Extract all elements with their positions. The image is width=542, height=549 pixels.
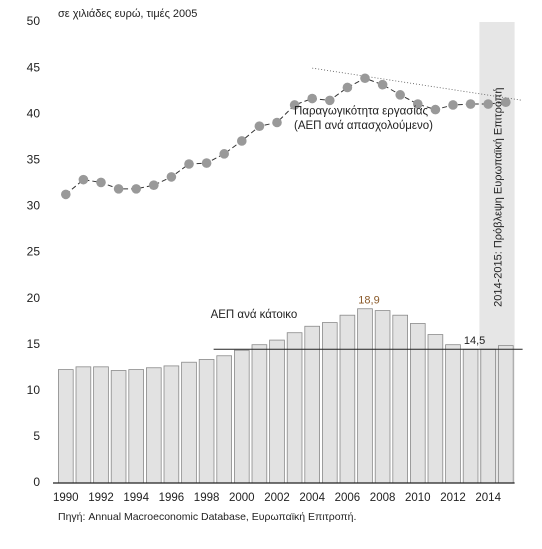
line-point bbox=[201, 158, 212, 168]
line-point bbox=[61, 189, 71, 200]
line-point bbox=[184, 159, 194, 169]
bar bbox=[374, 310, 391, 484]
line-point bbox=[166, 172, 177, 182]
bar bbox=[234, 349, 250, 484]
bar bbox=[427, 334, 444, 484]
bar bbox=[286, 332, 303, 484]
line-point bbox=[272, 117, 282, 128]
bar bbox=[357, 308, 373, 484]
bar bbox=[269, 339, 285, 484]
y-tick-label: 45 bbox=[27, 60, 41, 74]
line-point bbox=[219, 149, 229, 159]
line-point bbox=[395, 90, 406, 100]
forecast-label: 2014-2015: Πρόβλεψη Ευρωπαϊκή Επιτροπή bbox=[493, 87, 505, 306]
line-point bbox=[237, 136, 247, 146]
trend-line bbox=[312, 67, 523, 101]
line-point bbox=[78, 174, 89, 185]
bar bbox=[339, 314, 356, 484]
bar-series-label: ΑΕΠ ανά κάτοικο bbox=[211, 309, 298, 321]
y-tick-label: 35 bbox=[27, 152, 41, 166]
bar bbox=[58, 369, 74, 484]
line-point bbox=[131, 184, 141, 194]
line-point bbox=[325, 95, 335, 106]
bar bbox=[498, 345, 514, 484]
line-point bbox=[307, 93, 318, 104]
x-tick-label: 1998 bbox=[194, 492, 220, 504]
bar bbox=[75, 366, 92, 484]
line-point bbox=[96, 177, 106, 188]
line-series-label: Παραγωγικότητα εργασίας bbox=[294, 105, 429, 117]
value-label: 14,5 bbox=[464, 335, 485, 347]
x-tick-label: 1994 bbox=[123, 492, 149, 504]
line-point bbox=[501, 97, 511, 108]
bar bbox=[322, 322, 338, 484]
x-tick-label: 1996 bbox=[159, 492, 185, 504]
line-point bbox=[289, 100, 300, 110]
line-point bbox=[254, 121, 265, 131]
line-point bbox=[113, 184, 124, 194]
bar bbox=[462, 348, 479, 484]
line-point bbox=[149, 180, 159, 190]
y-tick-label: 40 bbox=[27, 106, 41, 120]
bar bbox=[128, 369, 144, 484]
line-point bbox=[413, 99, 423, 109]
bar bbox=[410, 323, 426, 484]
value-label: 18,9 bbox=[358, 295, 379, 307]
x-tick-label: 2000 bbox=[229, 492, 255, 504]
bar bbox=[181, 361, 197, 484]
bar bbox=[480, 348, 496, 484]
x-tick-label: 2002 bbox=[264, 492, 290, 504]
x-tick-label: 2014 bbox=[475, 492, 501, 504]
bar bbox=[146, 367, 162, 484]
line-point bbox=[377, 79, 388, 90]
line-point bbox=[360, 73, 370, 84]
bar bbox=[93, 366, 109, 484]
y-tick-label: 10 bbox=[27, 383, 41, 397]
y-tick-label: 20 bbox=[27, 291, 41, 305]
bar bbox=[392, 314, 408, 484]
source: Πηγή: Annual Macroeconomic Database, Ευρ… bbox=[58, 511, 356, 523]
bar bbox=[198, 359, 215, 484]
bar bbox=[163, 365, 180, 484]
line-series-label-2: (ΑΕΠ ανά απασχολούμενο) bbox=[294, 120, 433, 132]
unit-title: σε χιλιάδες ευρώ, τιμές 2005 bbox=[58, 8, 197, 20]
line-point bbox=[483, 99, 494, 109]
line-point bbox=[448, 100, 458, 110]
bar bbox=[216, 355, 232, 484]
line-point bbox=[430, 104, 441, 115]
x-tick-label: 1992 bbox=[88, 492, 114, 504]
bar bbox=[445, 344, 461, 484]
x-tick-label: 2010 bbox=[405, 492, 431, 504]
line-point bbox=[342, 82, 353, 93]
x-tick-label: 2006 bbox=[335, 492, 361, 504]
y-tick-label: 30 bbox=[27, 199, 41, 213]
x-tick-label: 1990 bbox=[53, 492, 79, 504]
y-tick-label: 15 bbox=[27, 337, 41, 351]
y-tick-label: 0 bbox=[33, 475, 40, 489]
x-tick-label: 2012 bbox=[440, 492, 466, 504]
bar bbox=[251, 344, 268, 484]
x-tick-label: 2008 bbox=[370, 492, 396, 504]
y-tick-label: 50 bbox=[27, 14, 41, 28]
y-tick-label: 25 bbox=[27, 245, 41, 259]
bar bbox=[110, 370, 127, 484]
x-tick-label: 2004 bbox=[299, 492, 325, 504]
y-tick-label: 5 bbox=[33, 429, 40, 443]
line-point bbox=[465, 99, 476, 109]
